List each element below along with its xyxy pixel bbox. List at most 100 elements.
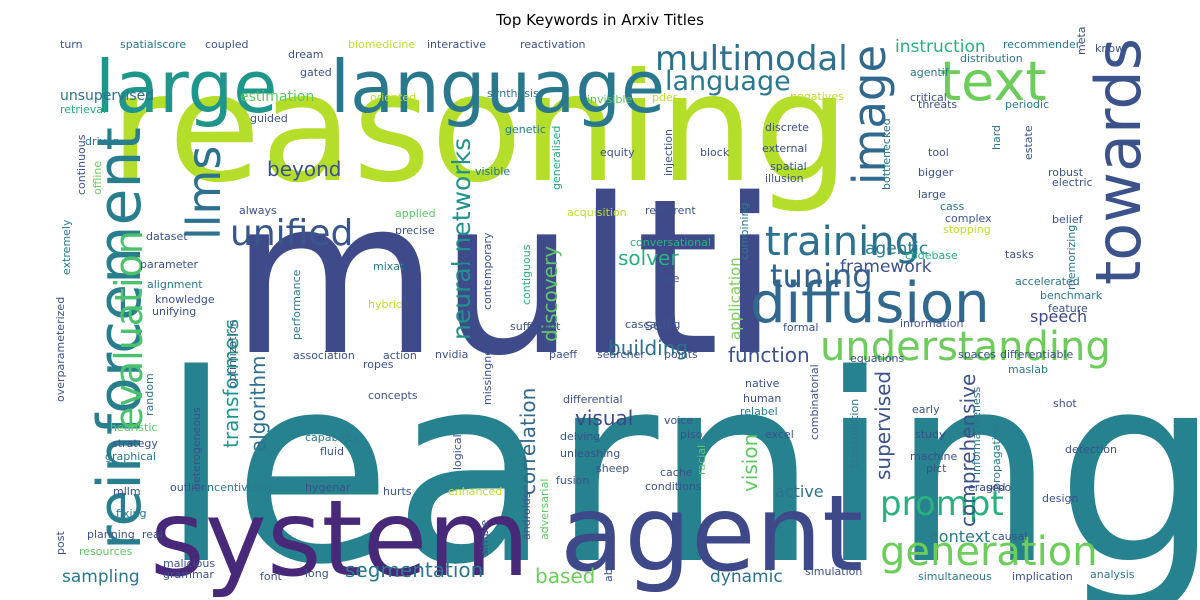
word-large: large <box>95 45 277 129</box>
word-unifying: unifying <box>152 305 196 318</box>
word-unsupervised: unsupervised <box>60 88 154 104</box>
word-bigger: bigger <box>918 166 954 179</box>
word-system: system <box>150 478 530 600</box>
word-maslab: maslab <box>1008 363 1048 376</box>
word-agent: agent <box>560 473 863 595</box>
word-retrieval: retrieval <box>60 103 106 116</box>
word-information: information <box>900 317 964 330</box>
word-incentivizing: incentivizing <box>204 481 274 494</box>
word-native: native <box>745 377 780 390</box>
word-fine: fine <box>458 249 471 270</box>
word-supervised: supervised <box>871 371 895 480</box>
word-informativeness: informativeness <box>970 386 983 475</box>
word-negatives: negatives <box>790 90 844 103</box>
word-human: human <box>743 392 781 405</box>
word-heuristic: heuristic <box>110 421 157 434</box>
word-discovery: discovery <box>538 246 562 342</box>
word-mixat: mixat <box>373 260 405 273</box>
word-correlation: correlation <box>516 388 540 495</box>
word-dynamic: dynamic <box>710 567 783 587</box>
word-ropes: ropes <box>363 358 394 371</box>
word-grpo: grpo <box>986 481 1011 494</box>
word-association: association <box>293 349 355 362</box>
word-overparameterized: overparameterized <box>54 297 67 402</box>
word-bottlenecked: bottlenecked <box>880 118 893 190</box>
word-unleashing: unleashing <box>560 447 620 460</box>
word-text: text <box>940 50 1047 113</box>
word-differential: differential <box>563 393 623 406</box>
word-electric: electric <box>1052 176 1093 189</box>
word-vision: vision <box>738 434 762 492</box>
word-stopping: stopping <box>943 223 991 236</box>
word-speech: speech <box>1030 307 1087 326</box>
word-robust: robust <box>1048 166 1084 179</box>
word-reactivation: reactivation <box>520 38 586 51</box>
word-equations: equations <box>850 352 905 365</box>
word-building: building <box>608 336 688 360</box>
word-dataset: dataset <box>146 230 188 243</box>
word-segmentation: segmentation <box>345 558 483 582</box>
word-synthesis: synthesis <box>487 87 539 100</box>
word-tasks: tasks <box>1005 248 1034 261</box>
word-comprehensive: comprehensive <box>956 374 980 527</box>
word-mllm: mllm <box>113 485 141 498</box>
word-precise: precise <box>395 224 435 237</box>
word-optimization: optimization <box>226 320 239 388</box>
word-action: action <box>383 349 417 362</box>
word-tuning: tuning <box>770 257 873 295</box>
word-excel: excel <box>765 428 794 441</box>
word-cache: cache <box>660 466 693 479</box>
word-concepts: concepts <box>368 389 418 402</box>
word-training: training <box>765 219 920 265</box>
word-design: design <box>1042 492 1079 505</box>
word-heterogeneous: heterogeneous <box>190 407 203 490</box>
word-prompt: prompt <box>880 484 1004 524</box>
word-genetic: genetic <box>505 123 546 136</box>
word-voice: voice <box>664 414 693 427</box>
word-capability: capability <box>305 431 359 444</box>
word-alignment: alignment <box>147 278 203 291</box>
word-sheep: sheep <box>596 462 629 475</box>
word-real: real <box>142 528 163 541</box>
word-delving: delving <box>560 430 600 443</box>
word-conversational: conversational <box>630 236 711 249</box>
word-multi: multi <box>230 152 779 403</box>
word-block: block <box>700 146 730 159</box>
word-contiguous: contiguous <box>520 244 533 305</box>
word-random: random <box>143 373 156 416</box>
word-parameter: parameter <box>140 258 199 271</box>
word-periodic: periodic <box>1005 98 1049 111</box>
word-beyond: beyond <box>267 157 341 181</box>
word-acquisition: acquisition <box>567 206 627 219</box>
word-function: function <box>728 343 810 367</box>
word-transpilation: transpilation <box>848 399 861 468</box>
word-hard: hard <box>990 125 1003 150</box>
word-generation: generation <box>880 529 1098 575</box>
word-missingness: missingness <box>481 337 494 405</box>
word-cascading: cascading <box>625 318 680 331</box>
word-critical: critical <box>910 91 947 104</box>
word-enhanced: enhanced <box>448 485 502 498</box>
word-machine: machine <box>910 450 958 463</box>
word-language: language <box>665 66 791 97</box>
word-recurrent: recurrent <box>645 204 696 217</box>
word-complex: complex <box>945 212 992 225</box>
word-language: language <box>330 45 665 129</box>
word-hybrid: hybrid <box>368 298 403 311</box>
word-threats: threats <box>918 98 957 111</box>
word-racial: racial <box>695 445 708 475</box>
word-erased: erased <box>968 481 1006 494</box>
word-visible: visible <box>475 165 510 178</box>
word-abstraction: abstraction <box>602 520 615 582</box>
word-propagation: propagation <box>990 423 1003 490</box>
word-formal: formal <box>783 321 818 334</box>
word-driven: driven <box>85 135 120 148</box>
word-offline: offline <box>91 161 104 195</box>
word-adversarial: adversarial <box>538 479 551 540</box>
word-agentic: agentic <box>865 239 928 259</box>
word-cass: cass <box>940 200 965 213</box>
word-discrete: discrete <box>765 121 809 134</box>
word-study: study <box>915 428 946 441</box>
word-early: early <box>912 403 940 416</box>
